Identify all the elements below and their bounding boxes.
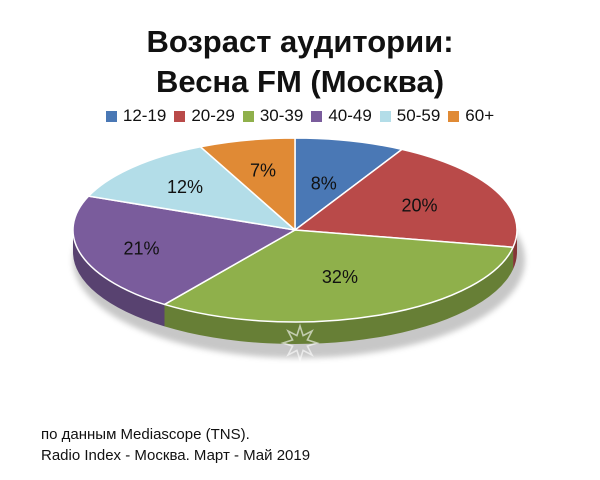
pie-slice-30-39: [163, 229, 514, 323]
data-label-40-49: 21%: [123, 238, 159, 258]
legend-swatch: [242, 111, 254, 122]
legend-item-30-39: 30-39: [242, 106, 304, 126]
watermark: ALLEN MEDIA: [236, 323, 365, 391]
legend-label: 60+: [465, 106, 495, 125]
legend-item-50-59: 50-59: [379, 106, 441, 126]
data-label-60+: 7%: [250, 161, 276, 181]
legend-item-60+: 60+: [448, 106, 494, 126]
pie-side-30-39: [164, 247, 514, 344]
source-line-1: по данным Mediascope (TNS).: [41, 426, 250, 443]
legend-label: 12-19: [122, 106, 167, 125]
data-label-20-29: 20%: [402, 196, 438, 216]
legend-label: 40-49: [328, 106, 372, 125]
legend-swatch: [448, 111, 460, 122]
legend-label: 20-29: [191, 106, 235, 125]
watermark-star-shape: [280, 323, 320, 363]
chart-title-line-1: Возраст аудитории:: [146, 24, 454, 59]
data-label-12-19: 8%: [311, 174, 337, 194]
legend-label: 30-39: [259, 106, 304, 125]
pie-side-40-49: [73, 230, 165, 327]
legend-label: 50-59: [396, 106, 441, 125]
legend-swatch: [105, 111, 117, 122]
legend-item-40-49: 40-49: [311, 106, 372, 126]
source-note: по данным Mediascope (TNS). Radio Index …: [41, 424, 310, 466]
chart-legend: 12-19 20-29 30-39 40-49 50-59 60+: [0, 106, 600, 126]
source-line-2: Radio Index - Москва. Март - Май 2019: [41, 447, 311, 464]
watermark-text: ALLEN MEDIA: [236, 372, 365, 391]
chart-title: Возраст аудитории: Весна FM (Москва): [0, 22, 600, 102]
legend-swatch: [174, 111, 186, 122]
chart-title-line-2: Весна FM (Москва): [155, 64, 445, 99]
data-label-50-59: 12%: [167, 177, 203, 197]
watermark-star-icon: [280, 323, 320, 363]
pie-slice-20-29: [294, 148, 518, 248]
legend-item-20-29: 20-29: [174, 106, 235, 126]
data-label-30-39: 32%: [322, 267, 358, 287]
legend-swatch: [311, 111, 323, 122]
legend-swatch: [379, 111, 391, 122]
pie-slice-12-19: [294, 137, 403, 231]
pie-slice-50-59: [87, 146, 296, 231]
legend-item-12-19: 12-19: [105, 106, 167, 126]
pie-slice-60+: [199, 137, 296, 231]
pie-slice-40-49: [72, 195, 296, 306]
